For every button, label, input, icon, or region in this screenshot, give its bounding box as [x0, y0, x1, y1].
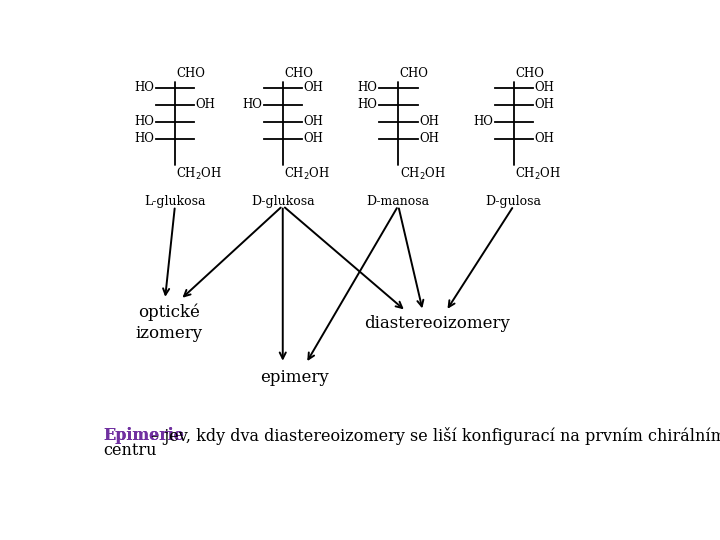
Text: CH$_2$OH: CH$_2$OH	[284, 166, 330, 182]
Text: centru: centru	[104, 442, 157, 459]
Text: optické
izomery: optické izomery	[135, 303, 202, 342]
Text: OH: OH	[304, 115, 323, 129]
Text: epimery: epimery	[260, 369, 329, 386]
Text: OH: OH	[534, 82, 554, 94]
Text: OH: OH	[196, 98, 215, 111]
Text: CHO: CHO	[176, 67, 205, 80]
Text: CHO: CHO	[284, 67, 313, 80]
Text: HO: HO	[358, 98, 377, 111]
Text: CHO: CHO	[516, 67, 544, 80]
Text: HO: HO	[135, 132, 154, 145]
Text: OH: OH	[304, 132, 323, 145]
Text: diastereoizomery: diastereoizomery	[364, 315, 510, 332]
Text: HO: HO	[242, 98, 262, 111]
Text: HO: HO	[358, 82, 377, 94]
Text: HO: HO	[135, 82, 154, 94]
Text: L-glukosa: L-glukosa	[144, 195, 206, 208]
Text: OH: OH	[304, 82, 323, 94]
Text: CH$_2$OH: CH$_2$OH	[516, 166, 562, 182]
Text: OH: OH	[419, 132, 439, 145]
Text: OH: OH	[534, 98, 554, 111]
Text: OH: OH	[419, 115, 439, 129]
Text: OH: OH	[534, 132, 554, 145]
Text: HO: HO	[473, 115, 493, 129]
Text: CHO: CHO	[400, 67, 428, 80]
Text: CH$_2$OH: CH$_2$OH	[176, 166, 222, 182]
Text: D-manosa: D-manosa	[366, 195, 430, 208]
Text: CH$_2$OH: CH$_2$OH	[400, 166, 446, 182]
Text: HO: HO	[135, 115, 154, 129]
Text: Epimerie: Epimerie	[104, 427, 184, 444]
Text: – jev, kdy dva diastereoizomery se liší konfigurací na prvním chirálním: – jev, kdy dva diastereoizomery se liší …	[151, 427, 720, 445]
Text: Epimerie: Epimerie	[104, 427, 184, 444]
Text: D-gulosa: D-gulosa	[486, 195, 541, 208]
Text: D-glukosa: D-glukosa	[251, 195, 315, 208]
